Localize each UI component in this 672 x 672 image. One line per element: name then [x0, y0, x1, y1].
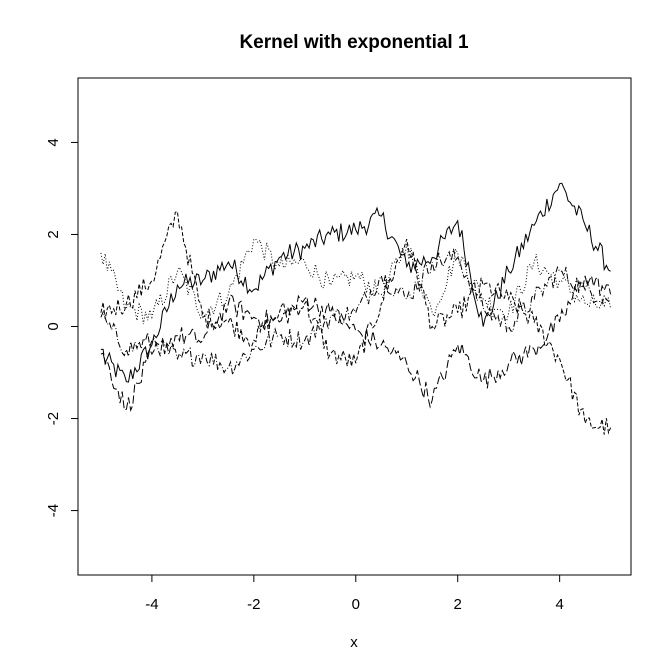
- y-tick-label: -4: [45, 504, 62, 517]
- series-line-2: [100, 238, 612, 325]
- x-axis: -4 -2 0 2 4: [145, 574, 564, 613]
- x-tick-label: 2: [454, 596, 462, 613]
- series-line-4: [100, 248, 611, 377]
- chart-title: Kernel with exponential 1: [239, 32, 469, 53]
- y-axis: -4 -2 0 2 4: [45, 138, 79, 517]
- y-tick-label: 2: [45, 230, 62, 238]
- y-tick-label: 0: [45, 322, 62, 330]
- x-axis-label: x: [350, 634, 358, 651]
- y-tick-label: -2: [45, 412, 62, 425]
- series-line-1: [100, 182, 611, 383]
- series-line-5: [100, 274, 612, 413]
- x-tick-label: -2: [247, 596, 260, 613]
- series-line-3: [100, 210, 612, 435]
- series-layer: [100, 182, 612, 435]
- x-tick-label: -4: [145, 596, 158, 613]
- x-tick-label: 0: [352, 596, 360, 613]
- x-tick-label: 4: [555, 596, 563, 613]
- y-tick-label: 4: [45, 138, 62, 146]
